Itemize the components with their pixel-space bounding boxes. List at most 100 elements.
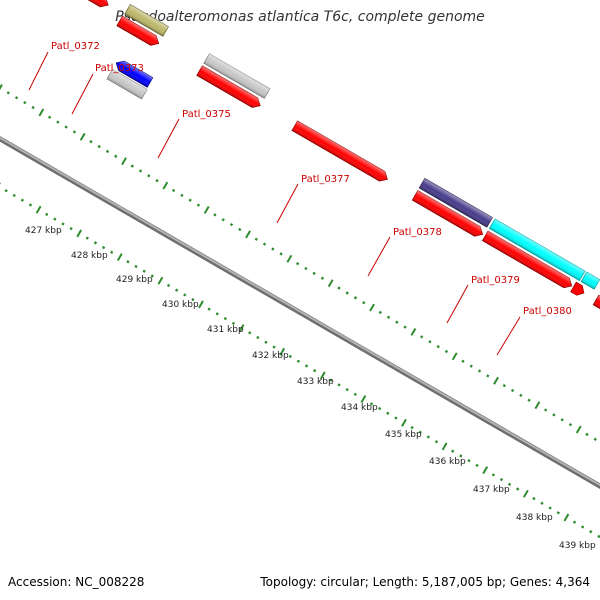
minor-tick [469,364,473,368]
minor-tick [378,310,382,315]
gene-patl-0375-feature[interactable] [203,53,271,99]
minor-tick [410,425,414,430]
minor-tick [313,369,317,373]
minor-tick [296,359,301,363]
major-tick [493,376,499,385]
gene-label-text: Patl_0379 [471,275,520,286]
minor-tick [312,271,316,276]
minor-tick [6,91,10,95]
minor-tick [279,252,283,256]
minor-tick [420,335,424,339]
major-tick [203,206,210,214]
minor-tick [461,359,465,363]
major-tick [238,324,245,333]
minor-tick [507,482,512,486]
gene-label-text: Patl_0380 [523,306,572,317]
minor-tick [248,331,252,335]
minor-tick [337,383,341,387]
minor-tick [451,449,455,453]
minor-tick [369,402,374,406]
kbp-label: 438 kbp [516,513,553,523]
minor-tick [288,354,292,359]
minor-tick [304,364,309,368]
gene-patl-0373-feature[interactable] [124,4,169,37]
gene-patl-0379-cds[interactable] [481,230,574,291]
major-tick [76,229,83,238]
gene-label-patl-0377[interactable]: Patl_0377 [276,174,350,224]
minor-tick [69,226,73,231]
kbp-label: 439 kbp [559,541,596,551]
gene-patl-0373-cds[interactable] [116,15,161,48]
gene-label-text: Patl_0375 [182,109,231,120]
gene-patl-0377-cds[interactable] [291,120,390,184]
minor-tick [295,262,300,266]
gene-patl-0375-cds[interactable] [196,65,263,111]
minor-tick [188,198,192,202]
minor-tick [345,387,349,392]
minor-tick [229,222,234,227]
minor-tick [138,169,143,173]
minor-tick [12,193,16,198]
minor-tick [548,506,552,510]
major-tick [369,303,375,312]
gene-label-patl-0373[interactable]: Patl_0373 [71,63,144,115]
minor-tick [256,335,260,340]
minor-tick [353,296,358,300]
minor-tick [254,237,258,241]
minor-tick [362,301,366,305]
minor-tick [593,437,597,441]
minor-tick [403,325,407,329]
minor-tick [353,392,357,397]
gene-patl-0378-feature[interactable] [418,177,493,228]
major-tick [279,347,286,356]
gene-patl-0378-cds[interactable] [411,190,485,240]
minor-tick [231,321,236,325]
gene-small-red-cds[interactable] [570,281,587,298]
minor-tick [329,378,333,382]
gene-label-text: Patl_0373 [95,63,144,74]
major-tick [162,181,169,190]
kbp-label: 436 kbp [429,457,466,467]
minor-tick [418,430,422,434]
minor-tick [207,307,211,311]
minor-tick [105,149,110,154]
minor-tick [486,374,490,378]
gene-patl-0379-feature[interactable] [488,218,586,282]
gene-small-cyan-feature[interactable] [580,271,600,290]
gene-label-patl-0372[interactable]: Patl_0372 [28,41,100,91]
major-tick [157,276,164,285]
minor-tick [215,312,219,316]
gene-label-patl-0379[interactable]: Patl_0379 [446,275,520,324]
major-tick [327,279,334,288]
gene-label-patl-0380[interactable]: Patl_0380 [496,306,572,356]
minor-tick [552,413,556,417]
minor-tick [150,274,154,278]
minor-tick [560,418,564,422]
minor-tick [147,174,151,178]
major-tick [482,466,489,475]
major-tick [0,84,3,90]
minor-tick [572,520,577,524]
minor-tick [345,291,349,295]
minor-tick [597,534,600,539]
minor-tick [180,193,184,197]
minor-tick [114,154,118,158]
gene-patl-0380-cds[interactable] [592,294,600,329]
map-title: Pseudoalteromonas atlantica T6c, complet… [115,9,485,25]
gene-patl-0374-reverse[interactable] [113,58,154,88]
gene-patl-0374-feature[interactable] [106,68,148,100]
minor-tick [395,320,399,324]
major-tick [401,418,407,427]
gene-patl-0372-feature[interactable] [71,0,110,10]
minor-tick [53,217,57,221]
minor-tick [223,316,228,321]
gene-label-patl-0378[interactable]: Patl_0378 [367,227,442,277]
minor-tick [532,496,536,501]
kbp-label: 433 kbp [297,377,334,387]
minor-tick [444,349,449,354]
minor-tick [434,440,439,444]
accession-text: Accession: NC_008228 [8,575,145,589]
minor-tick [262,242,267,246]
gene-label-patl-0375[interactable]: Patl_0375 [157,109,231,159]
